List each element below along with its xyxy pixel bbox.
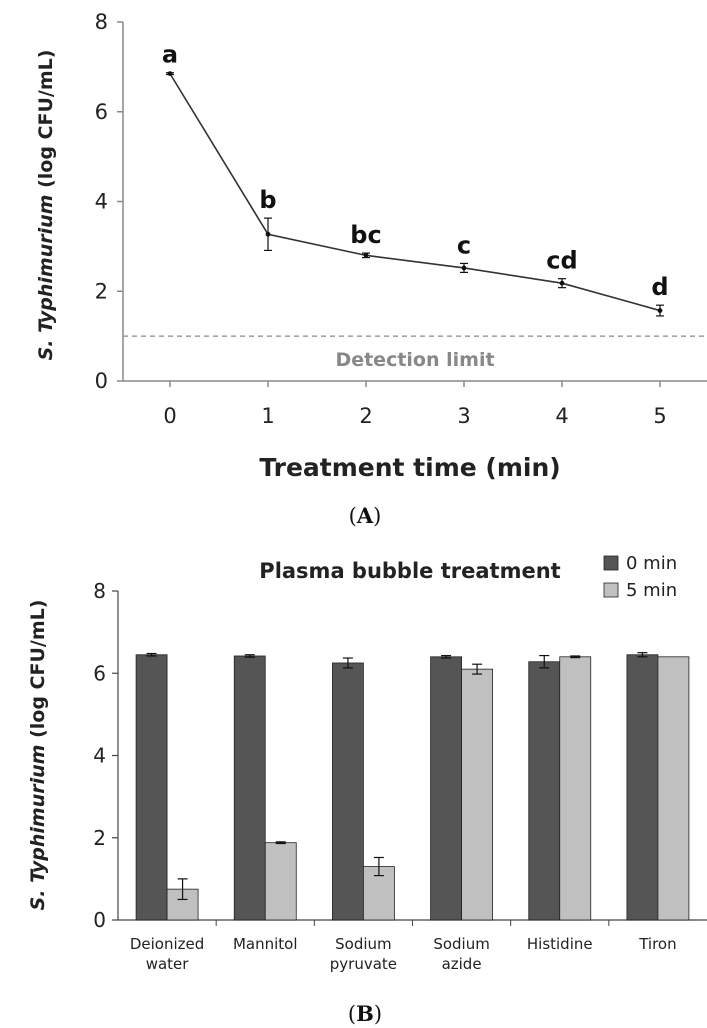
panel-b-bar [332, 662, 364, 921]
panel-b-y-tick-label: 8 [93, 579, 106, 603]
panel-b-category-label: Histidine [527, 935, 593, 953]
panel-b-legend: 0 min 5 min [603, 553, 677, 601]
panel-b-y-axis-label: S. Typhimurium (log CFU/mL) [27, 600, 49, 911]
panel-b-category-label: azide [442, 955, 482, 973]
panel-b-category-label: Sodium [335, 935, 392, 953]
panel-b-bar [528, 661, 561, 921]
panel-b-y-tick-label: 6 [93, 661, 106, 685]
panel-a-significance-letter: c [457, 231, 471, 259]
panel-b-y-tick-label: 2 [93, 826, 106, 850]
panel-a-y-tick-label: 6 [95, 100, 108, 124]
panel-a-y-tick-label: 2 [95, 279, 108, 303]
panel-a-x-tick-label: 2 [359, 404, 372, 428]
panel-a-series-line [169, 73, 661, 312]
panel-a-y-axis-label: S. Typhimurium (log CFU/mL) [35, 50, 57, 361]
panel-a-data-point [657, 308, 663, 313]
panel-a-significance-letters: a b bc c cd d [162, 41, 669, 301]
detection-limit-label: Detection limit [335, 349, 494, 371]
panel-b-bar [166, 888, 199, 921]
panel-a-significance-letter: bc [350, 221, 381, 249]
panel-b-legend-swatch [603, 582, 619, 598]
panel-a-y-tick-label: 0 [95, 369, 108, 393]
panel-a-series [166, 71, 664, 317]
panel-a-data-point [559, 280, 565, 286]
panel-b-bar [430, 656, 462, 921]
panel-a-x-tick-label: 5 [653, 404, 666, 428]
panel-a-x-tick-label: 4 [555, 404, 568, 428]
panel-b-bar [135, 654, 168, 921]
panel-a-line-chart: 0 2 4 6 8 0 1 2 3 4 5 Detection limit a b bc c cd d S.… [35, 10, 707, 528]
panel-a-significance-letter: d [651, 273, 668, 301]
panel-b-bar [233, 655, 266, 921]
panel-b-y-tick-label: 0 [93, 908, 106, 932]
panel-a-significance-letter: cd [546, 247, 577, 275]
panel-a-x-axis-label: Treatment time (min) [259, 453, 560, 482]
panel-b-category-label: water [146, 955, 190, 973]
panel-a-x-tick-label: 1 [261, 404, 274, 428]
panel-a-y-tick-label: 8 [95, 10, 108, 34]
panel-b-y-ticks: 0 2 4 6 8 [93, 579, 118, 932]
panel-a-data-point [167, 71, 173, 77]
panel-a-significance-letter: a [162, 41, 178, 69]
panel-b-bar [657, 656, 690, 921]
panel-b-category-label: Mannitol [233, 935, 298, 953]
panel-a-x-ticks: 0 1 2 3 4 5 [163, 381, 667, 428]
panel-b-bar [264, 842, 297, 921]
panel-a-data-point [265, 231, 271, 237]
panel-b-bar-chart: Plasma bubble treatment 0 2 4 6 8 Deionized w… [27, 553, 707, 1026]
panel-b-label: (B) [348, 1001, 382, 1026]
panel-b-category-label: Deionized [130, 935, 204, 953]
panel-a-y-ticks: 0 2 4 6 8 [95, 10, 123, 393]
panel-b-category-label: pyruvate [330, 955, 397, 973]
panel-a-significance-letter: b [259, 186, 276, 214]
panel-b-legend-label: 0 min [626, 553, 677, 574]
panel-b-bar [626, 654, 659, 921]
panel-b-bar [461, 668, 493, 921]
panel-a-label: (A) [349, 503, 382, 528]
panel-b-category-label: Sodium [433, 935, 490, 953]
panel-a-data-point [461, 265, 467, 271]
panel-b-legend-label: 5 min [626, 580, 677, 601]
panel-b-bar [559, 656, 592, 921]
panel-a-x-tick-label: 0 [163, 404, 176, 428]
panel-a-data-point [363, 252, 369, 258]
panel-b-legend-swatch [603, 555, 619, 571]
panel-b-title: Plasma bubble treatment [259, 559, 560, 583]
panel-b-category-label: Tiron [638, 935, 676, 953]
panel-a-x-tick-label: 3 [457, 404, 470, 428]
panel-b-category-labels: Deionized water Mannitol Sodium pyruvate Sodi… [130, 920, 677, 973]
panel-a-y-tick-label: 4 [95, 190, 108, 214]
panel-b-y-tick-label: 4 [93, 744, 106, 768]
panel-b-bars [135, 652, 690, 921]
